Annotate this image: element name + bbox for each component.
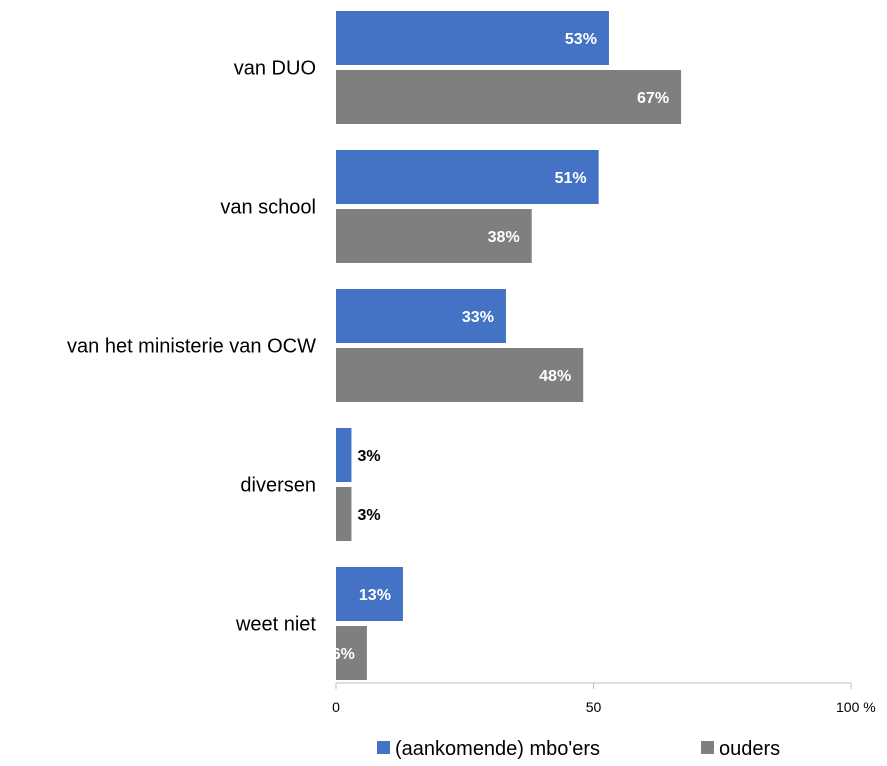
bar-mbo bbox=[336, 428, 352, 482]
x-tick-label: 100 % bbox=[836, 699, 876, 715]
value-label: 48% bbox=[539, 368, 571, 385]
value-label: 51% bbox=[555, 170, 587, 187]
value-label: 53% bbox=[565, 31, 597, 48]
value-label: 6% bbox=[332, 646, 355, 663]
x-tick-label: 0 bbox=[332, 699, 340, 715]
bar-mbo bbox=[336, 11, 609, 65]
bar-ouders bbox=[336, 487, 352, 541]
bar-mbo bbox=[336, 567, 403, 621]
value-label: 3% bbox=[357, 507, 380, 524]
bar-mbo bbox=[336, 289, 506, 343]
value-label: 38% bbox=[488, 229, 520, 246]
value-label: 3% bbox=[357, 448, 380, 465]
category-label: van het ministerie van OCW bbox=[67, 336, 316, 358]
legend-label: (aankomende) mbo'ers bbox=[395, 738, 600, 760]
x-tick-label: 50 bbox=[586, 699, 602, 715]
bar-mbo bbox=[336, 150, 599, 204]
bar-ouders bbox=[336, 70, 682, 124]
value-label: 67% bbox=[637, 90, 669, 107]
category-label: diversen bbox=[240, 475, 316, 497]
category-label: van DUO bbox=[234, 58, 316, 80]
legend-swatch bbox=[377, 741, 390, 754]
category-label: weet niet bbox=[235, 614, 316, 636]
legend-label: ouders bbox=[719, 738, 780, 760]
category-label: van school bbox=[220, 197, 316, 219]
bar-ouders bbox=[336, 626, 367, 680]
value-label: 13% bbox=[359, 587, 391, 604]
value-label: 33% bbox=[462, 309, 494, 326]
legend-swatch bbox=[701, 741, 714, 754]
bar-ouders bbox=[336, 209, 532, 263]
bar-ouders bbox=[336, 348, 584, 402]
